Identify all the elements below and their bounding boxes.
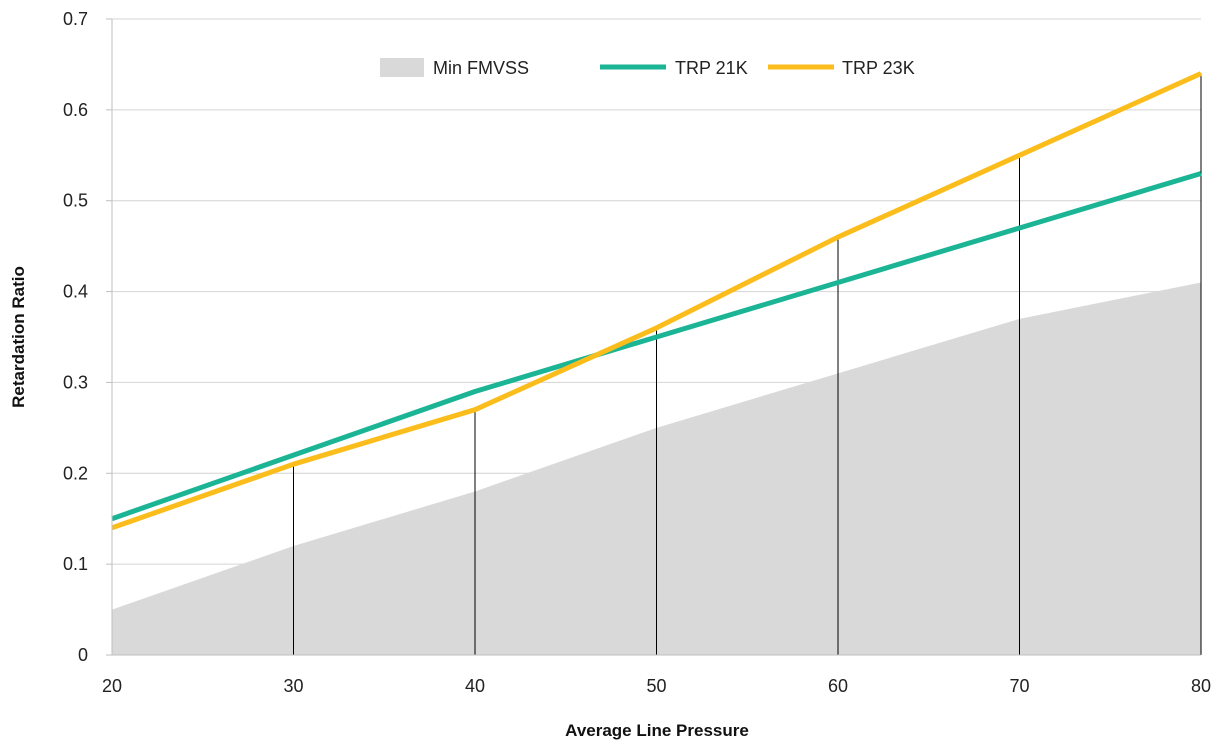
legend-label: Min FMVSS (433, 58, 529, 78)
y-tick-label: 0 (78, 645, 88, 665)
x-tick-label: 60 (828, 676, 848, 696)
x-tick-label: 40 (465, 676, 485, 696)
x-tick-label: 20 (102, 676, 122, 696)
y-axis-title: Retardation Ratio (9, 266, 28, 408)
legend-label: TRP 21K (675, 58, 748, 78)
x-tick-label: 70 (1009, 676, 1029, 696)
line-series-layer (111, 71, 1203, 531)
y-tick-label: 0.6 (63, 100, 88, 120)
y-tick-labels: 0 0.1 0.2 0.3 0.4 0.5 0.6 0.7 (63, 9, 88, 665)
y-tick-label: 0.3 (63, 372, 88, 392)
y-tick-label: 0.5 (63, 191, 88, 211)
x-tick-label: 80 (1191, 676, 1211, 696)
x-tick-label: 50 (646, 676, 666, 696)
legend-label: TRP 23K (842, 58, 915, 78)
x-axis-title: Average Line Pressure (565, 721, 749, 740)
legend-swatch-area (380, 58, 424, 77)
series-line-trp-21k (111, 171, 1202, 522)
drop-lines (293, 73, 1202, 655)
axes (106, 18, 1201, 656)
y-tick-label: 0.2 (63, 463, 88, 483)
series-line-trp-23k (111, 71, 1203, 531)
y-tick-label: 0.1 (63, 554, 88, 574)
y-tick-label: 0.7 (63, 9, 88, 29)
legend: Min FMVSS TRP 21K TRP 23K (380, 58, 915, 78)
x-tick-labels: 20 30 40 50 60 70 80 (102, 676, 1211, 696)
y-tick-label: 0.4 (63, 282, 88, 302)
x-tick-label: 30 (283, 676, 303, 696)
